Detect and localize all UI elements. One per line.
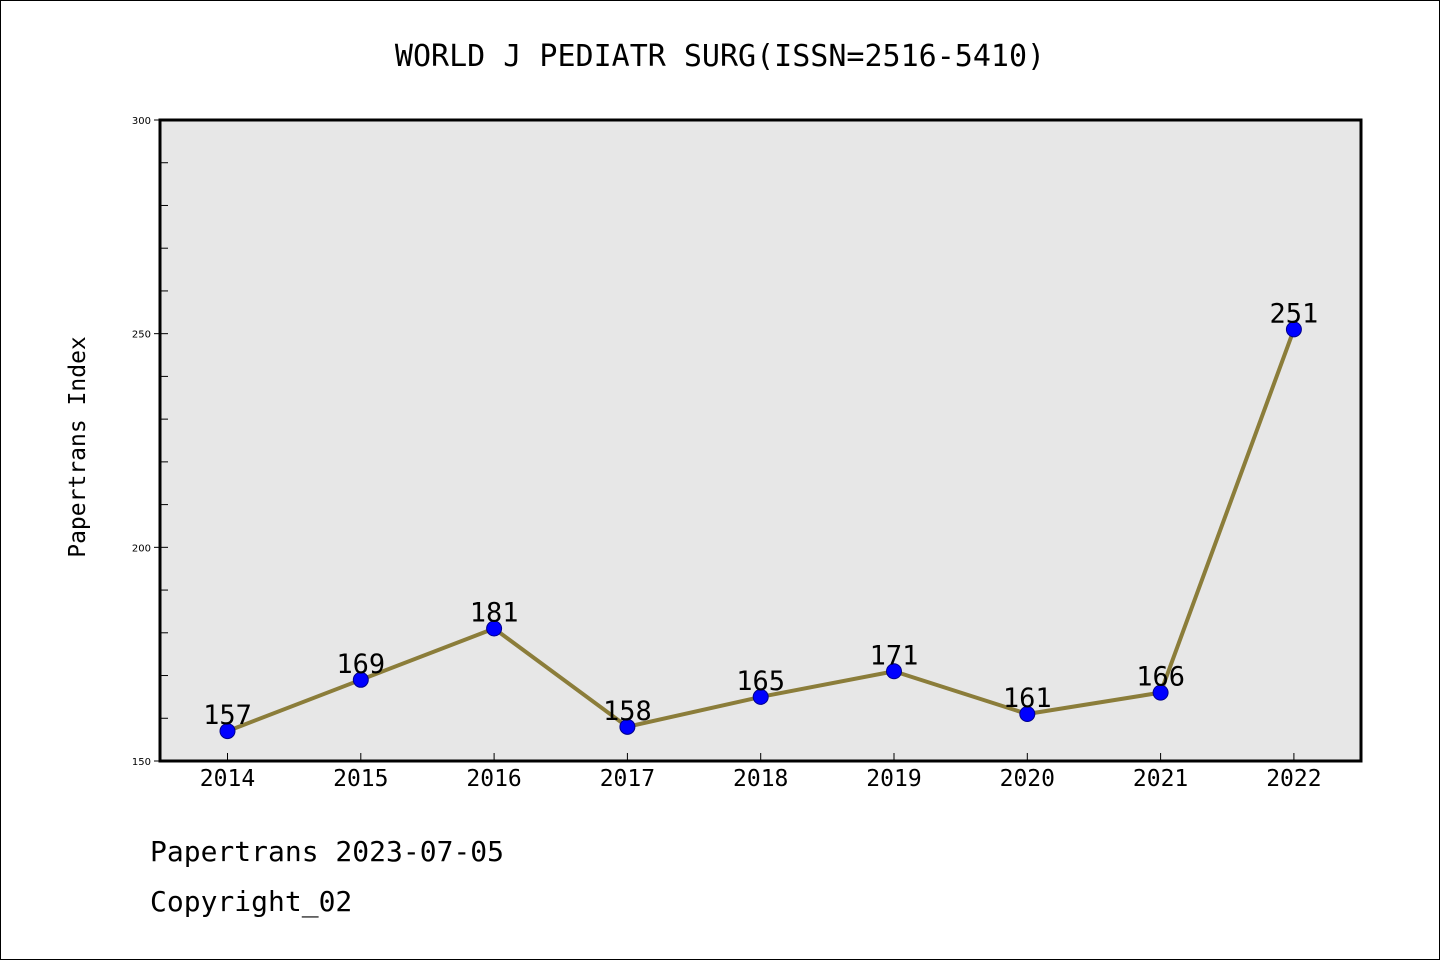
x-tick-label: 2020	[1000, 766, 1055, 792]
chart-title: WORLD J PEDIATR SURG(ISSN=2516-5410)	[395, 39, 1045, 74]
y-tick-label: 300	[132, 116, 151, 127]
x-tick-label: 2019	[866, 766, 921, 792]
data-label: 251	[1270, 298, 1319, 329]
y-tick-label: 250	[132, 330, 151, 341]
data-point	[619, 718, 636, 735]
data-point	[1019, 705, 1036, 722]
footer-copyright: Copyright_02	[150, 885, 353, 918]
data-point	[219, 723, 236, 740]
x-tick-label: 2016	[466, 766, 521, 792]
data-point	[752, 688, 769, 705]
x-tick-label: 2022	[1266, 766, 1321, 792]
data-point	[886, 663, 902, 680]
x-tick-label: 2015	[333, 766, 388, 792]
x-tick-label: 2021	[1133, 766, 1188, 792]
data-point	[352, 671, 369, 688]
data-label: 171	[870, 640, 919, 671]
data-point	[1285, 321, 1302, 338]
y-axis-label: Papertrans Index	[65, 336, 91, 558]
y-tick-label: 200	[132, 543, 151, 554]
x-tick-label: 2018	[733, 766, 788, 792]
x-tick-label: 2017	[600, 766, 655, 792]
data-label: 169	[336, 649, 385, 680]
data-label: 165	[736, 666, 785, 697]
series-points	[219, 321, 1302, 740]
y-tick-label: 150	[132, 757, 151, 768]
data-label: 181	[470, 598, 519, 629]
data-point	[486, 620, 503, 637]
data-label: 158	[603, 696, 652, 727]
data-label: 157	[203, 700, 252, 731]
y-ticks: 150 200 250 300	[132, 116, 160, 768]
plot-area	[158, 118, 1363, 763]
data-point	[1152, 684, 1169, 701]
footer-date: Papertrans 2023-07-05	[150, 835, 505, 868]
x-tick-label: 2014	[200, 766, 255, 792]
y-minor-ticks	[160, 119, 168, 762]
data-labels: 157 169 181 158 165 171 161 166 251	[203, 298, 1318, 731]
data-label: 161	[1003, 683, 1052, 714]
data-label: 166	[1136, 662, 1185, 693]
x-ticks: 2014 2015 2016 2017 2018 2019 2020 2021 2022	[200, 753, 1322, 792]
